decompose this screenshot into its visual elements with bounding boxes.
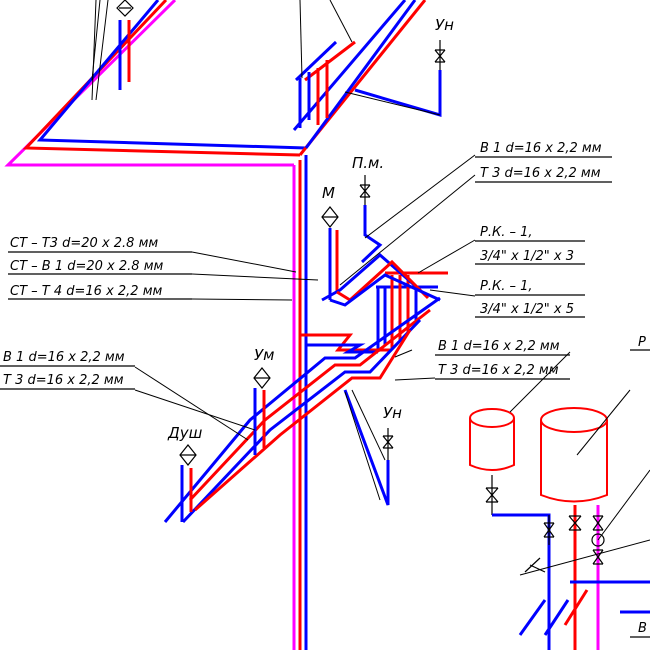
- valve-icon: [382, 435, 394, 449]
- t3-left-label: Т 3 d=16 x 2,2 мм: [3, 373, 124, 388]
- b1-mid-label: В 1 d=16 x 2,2 мм: [438, 339, 560, 354]
- um-label: Ум: [254, 346, 274, 364]
- un-top-label: Ун: [435, 16, 454, 34]
- un-top-fixture: Ун: [344, 16, 454, 118]
- un-mid-label: Ун: [383, 404, 402, 422]
- pump-icon: [591, 533, 605, 547]
- rk1-a-size-label: 3/4" x 1/2" x 3: [480, 249, 574, 264]
- dush-label: Душ: [167, 424, 203, 442]
- r-right-label: Р: [638, 335, 646, 350]
- labels-right-edge: Р В: [630, 335, 650, 638]
- b1-left-label: В 1 d=16 x 2,2 мм: [3, 350, 125, 365]
- labels-top-right: В 1 d=16 x 2,2 мм Т 3 d=16 x 2,2 мм Р.К.…: [475, 141, 612, 318]
- lower-mains: Ум Душ Ун: [134, 296, 441, 524]
- labels-middle: В 1 d=16 x 2,2 мм Т 3 d=16 x 2,2 мм: [435, 339, 570, 380]
- pm-label: П.м.: [352, 154, 384, 172]
- b-right-label: В: [638, 621, 647, 636]
- mixer-icon: [321, 206, 339, 228]
- rk1-b-label: Р.К. – 1,: [480, 279, 533, 294]
- upper-mains: [4, 0, 427, 167]
- labels-left-riser: СТ – Т3 d=20 x 2.8 мм СТ – В 1 d=20 x 2.…: [8, 236, 319, 301]
- rk1-b-size-label: 3/4" x 1/2" x 5: [480, 302, 574, 317]
- st-t4-label: СТ – Т 4 d=16 x 2,2 мм: [10, 284, 163, 299]
- mixer-icon: [179, 444, 197, 466]
- check-valve-icon: [524, 557, 546, 573]
- valve-icon: [592, 515, 604, 531]
- b1-top-label: В 1 d=16 x 2,2 мм: [480, 141, 602, 156]
- middle-branch: П.м. М: [300, 154, 476, 354]
- m-label: М: [322, 184, 335, 202]
- valve-icon: [485, 487, 499, 503]
- labels-left-lower: В 1 d=16 x 2,2 мм Т 3 d=16 x 2,2 мм: [0, 350, 135, 390]
- water-heater-tanks: [469, 351, 650, 650]
- valve-icon: [568, 515, 582, 531]
- st-b1-label: СТ – В 1 d=20 x 2.8 мм: [10, 259, 163, 274]
- t3-mid-label: Т 3 d=16 x 2,2 мм: [438, 363, 559, 378]
- rk1-a-label: Р.К. – 1,: [480, 225, 533, 240]
- upper-manifold: [294, 0, 356, 128]
- top-left-fixture: [91, 0, 134, 101]
- mixer-icon: [253, 367, 271, 389]
- t3-top-label: Т 3 d=16 x 2,2 мм: [480, 166, 601, 181]
- valve-icon: [592, 549, 604, 565]
- mixer-icon: [116, 0, 134, 17]
- valve-icon: [359, 184, 371, 198]
- valve-icon: [434, 49, 446, 63]
- st-t3-label: СТ – Т3 d=20 x 2.8 мм: [10, 236, 158, 251]
- valve-icon: [543, 522, 555, 538]
